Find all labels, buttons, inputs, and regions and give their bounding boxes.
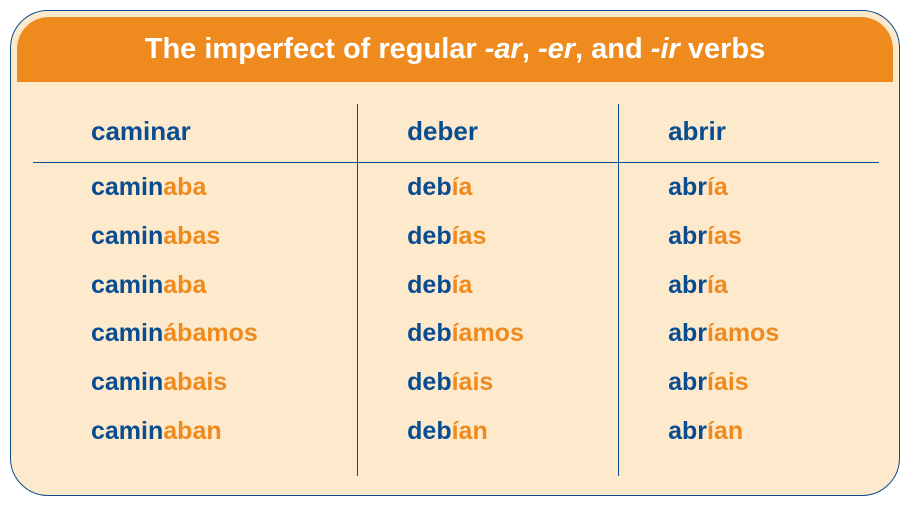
verb-ending: íais (452, 368, 494, 396)
conjugation-grid: caminar caminaba caminabas caminaba cami… (31, 102, 879, 476)
column-header: deber (407, 102, 598, 163)
table-cell: debía (407, 163, 598, 212)
verb-stem: camin (91, 368, 163, 396)
column-header: caminar (91, 102, 337, 163)
table-cell: caminaba (91, 261, 337, 310)
title-er: -er (538, 33, 575, 65)
table-cell: caminabais (91, 358, 337, 407)
verb-stem: camin (91, 173, 163, 201)
verb-stem: camin (91, 271, 163, 299)
verb-stem: deb (407, 368, 451, 396)
title-sep1: , (522, 33, 538, 65)
table-container: caminar caminaba caminabas caminaba cami… (11, 82, 899, 486)
table-cell: caminábamos (91, 309, 337, 358)
verb-stem: abr (668, 368, 707, 396)
verb-stem: deb (407, 271, 451, 299)
verb-ending: abas (163, 222, 220, 250)
verb-stem: deb (407, 417, 451, 445)
conjugation-card: The imperfect of regular -ar, -er, and -… (10, 10, 900, 496)
verb-stem: abr (668, 271, 707, 299)
table-cell: caminaban (91, 407, 337, 456)
table-cell: debían (407, 407, 598, 456)
verb-ending: ía (707, 173, 728, 201)
table-cell: debía (407, 261, 598, 310)
title-sep2: , and (575, 33, 651, 65)
verb-ending: aban (163, 417, 221, 445)
verb-ending: ábamos (163, 319, 257, 347)
verb-ending: íamos (452, 319, 524, 347)
title-post: verbs (680, 33, 765, 65)
verb-stem: camin (91, 417, 163, 445)
title-ar: -ar (485, 33, 522, 65)
verb-ending: aba (163, 271, 206, 299)
verb-stem: camin (91, 319, 163, 347)
verb-ending: íais (707, 368, 749, 396)
verb-stem: abr (668, 222, 707, 250)
verb-ending: ía (707, 271, 728, 299)
title-ir: -ir (651, 33, 680, 65)
verb-ending: ían (452, 417, 488, 445)
verb-ending: íamos (707, 319, 779, 347)
table-cell: debíamos (407, 309, 598, 358)
verb-stem: deb (407, 222, 451, 250)
title-pre: The imperfect of regular (145, 33, 485, 65)
verb-ending: ías (707, 222, 742, 250)
table-cell: abría (668, 163, 859, 212)
column-abrir: abrir abría abrías abría abríamos abríai… (618, 102, 879, 476)
verb-stem: deb (407, 319, 451, 347)
verb-ending: ía (452, 173, 473, 201)
column-caminar: caminar caminaba caminabas caminaba cami… (31, 102, 357, 476)
verb-ending: ía (452, 271, 473, 299)
verb-stem: deb (407, 173, 451, 201)
table-cell: caminabas (91, 212, 337, 261)
table-cell: abríais (668, 358, 859, 407)
verb-stem: camin (91, 222, 163, 250)
column-deber: deber debía debías debía debíamos debíai… (357, 102, 618, 476)
card-title: The imperfect of regular -ar, -er, and -… (17, 17, 893, 82)
column-header: abrir (668, 102, 859, 163)
table-cell: abrías (668, 212, 859, 261)
verb-ending: aba (163, 173, 206, 201)
verb-stem: abr (668, 417, 707, 445)
table-cell: debíais (407, 358, 598, 407)
table-cell: abría (668, 261, 859, 310)
verb-ending: abais (163, 368, 227, 396)
table-cell: debías (407, 212, 598, 261)
verb-stem: abr (668, 319, 707, 347)
table-cell: abríamos (668, 309, 859, 358)
table-cell: caminaba (91, 163, 337, 212)
table-cell: abrían (668, 407, 859, 456)
verb-ending: ías (452, 222, 487, 250)
verb-stem: abr (668, 173, 707, 201)
verb-ending: ían (707, 417, 743, 445)
